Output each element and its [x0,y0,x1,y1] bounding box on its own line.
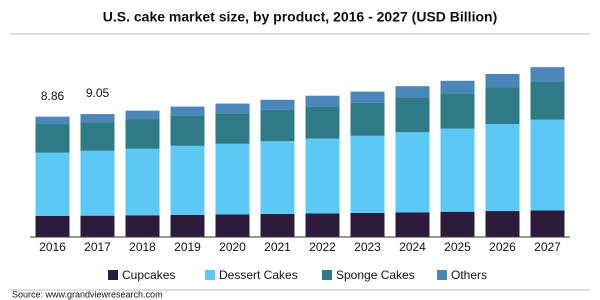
legend-label: Dessert Cakes [219,268,298,282]
legend-label: Cupcakes [122,268,175,282]
bar-segment [440,128,475,212]
legend-swatch [437,270,447,280]
x-tick-label: 2018 [129,240,156,254]
bar-segment [305,106,340,139]
bar-segment [170,106,205,116]
bar-segment [350,212,385,237]
bar-segment [80,122,115,151]
bar-segment [125,110,160,120]
bar-segment [530,67,565,82]
bar-segment [80,114,115,123]
total-label: 9.05 [86,86,110,100]
legend-label: Sponge Cakes [336,268,415,282]
bar-segment [80,150,115,216]
x-tick-label: 2017 [84,240,111,254]
bar-segment [395,212,430,237]
bar-segment [125,148,160,216]
bar-segment [350,91,385,103]
bar-segment [170,145,205,215]
bar-segment [260,213,295,237]
x-tick-label: 2022 [309,240,336,254]
bar-segment [350,102,385,136]
bar-segment [260,141,295,214]
legend-swatch [205,270,215,280]
x-tick-label: 2026 [489,240,516,254]
x-tick-label: 2019 [174,240,201,254]
bar-segment [305,138,340,214]
bar-segment [530,119,565,211]
bar-segment [485,211,520,237]
bar-segment [440,211,475,237]
bar-segment [35,116,70,125]
x-tick-label: 2020 [219,240,246,254]
x-tick-label: 2027 [534,240,561,254]
bar-segment [260,99,295,110]
x-tick-label: 2016 [39,240,66,254]
total-label: 8.86 [41,89,65,103]
x-tick-label: 2021 [264,240,291,254]
bar-segment [305,95,340,107]
bar-segment [440,93,475,129]
x-tick-label: 2025 [444,240,471,254]
source: Source: www.grandviewresearch.com [12,289,163,299]
bar-segment [80,215,115,237]
x-tick-label: 2023 [354,240,381,254]
chart-title: U.S. cake market size, by product, 2016 … [103,9,497,25]
bar-segment [125,119,160,149]
bar-segment [395,86,430,99]
bar-segment [440,80,475,94]
bar-segment [35,124,70,153]
bar-segment [395,132,430,213]
bar-segment [530,81,565,120]
bar-segment [35,152,70,216]
bar-segment [530,210,565,237]
bar-segment [350,135,385,213]
legend-swatch [108,270,118,280]
bar-segment [215,113,250,144]
bar-segment [485,87,520,125]
x-tick-label: 2024 [399,240,426,254]
bar-segment [215,214,250,237]
bar-segment [485,73,520,88]
legend-label: Others [451,268,487,282]
bar-segment [215,103,250,114]
bar-segment [170,115,205,146]
bar-segment [305,213,340,237]
bar-segment [485,124,520,212]
bar-segment [170,214,205,237]
bar-segment [395,98,430,133]
bar-segment [35,215,70,237]
bar-segment [260,109,295,142]
bar-segment [125,215,160,237]
legend-swatch [322,270,332,280]
bar-segment [215,143,250,215]
